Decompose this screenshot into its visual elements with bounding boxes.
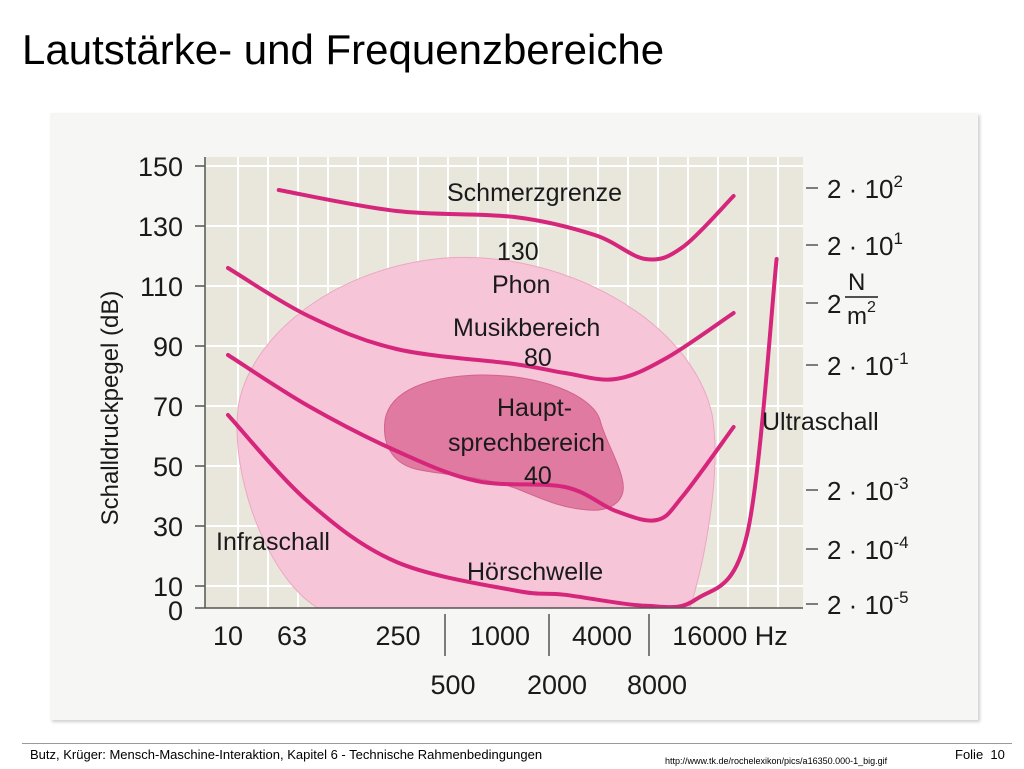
- annotation-infraschall: Infraschall: [216, 528, 330, 556]
- x-tick-label-top: 250: [375, 621, 420, 651]
- curve-3: [226, 353, 736, 523]
- x-tick-label-top: 16000 Hz: [672, 621, 788, 651]
- annotation-schmerzgrenze: Schmerzgrenze: [447, 179, 622, 207]
- x-tick-label-bottom: 2000: [527, 670, 587, 700]
- annotation-ultraschall: Ultraschall: [762, 408, 879, 436]
- annotation-hoerschwelle: Hörschwelle: [467, 558, 603, 586]
- x-axis-ticks-top: 10 63 250 1000 4000 16000 Hz: [213, 621, 788, 651]
- y-tick-label: 130: [138, 212, 183, 242]
- y-tick-label: 50: [153, 452, 183, 482]
- y-axis-label: Schalldruckpegel (dB): [97, 291, 124, 526]
- y-tick-label: 30: [153, 512, 183, 542]
- x-axis-ticks-bottom: 500 2000 8000: [430, 614, 687, 700]
- right-tick-label: 2 · 10-1: [827, 349, 909, 381]
- x-tick-label-bottom: 500: [430, 670, 475, 700]
- x-tick-label-top: 4000: [572, 621, 632, 651]
- right-tick-exponent: 1: [894, 229, 903, 248]
- x-tick-label-top: 1000: [470, 621, 530, 651]
- curve-1: [276, 188, 736, 262]
- annotation-130: 130: [497, 238, 539, 266]
- y-tick-label: 110: [140, 272, 183, 302]
- y-tick-label: 150: [138, 152, 183, 182]
- y-tick-label: 70: [153, 392, 183, 422]
- right-tick-exponent: -3: [894, 474, 909, 493]
- right-tick-label: 2 · 10-4: [827, 533, 909, 565]
- right-tick-exponent: -4: [894, 533, 909, 552]
- speech-area: [383, 374, 624, 511]
- y-tick-label: 90: [153, 332, 183, 362]
- slide-label: Folie: [955, 747, 984, 762]
- annotation-musikbereich: Musikbereich: [453, 314, 600, 342]
- right-tick-exponent: -1: [894, 349, 909, 368]
- annotation-phon: Phon: [492, 271, 550, 299]
- right-tick-label: 2: [827, 289, 841, 319]
- annotations: Schmerzgrenze 130 Phon Musikbereich 80 H…: [216, 179, 879, 586]
- right-tick-label: 2 · 101: [827, 229, 903, 261]
- x-tick-label-bottom: 8000: [627, 670, 687, 700]
- right-tick-label: 2 · 10-3: [827, 474, 909, 506]
- curve-4: [226, 257, 779, 608]
- annotation-sprechbereich: sprechbereich: [448, 429, 605, 457]
- footer-divider: [22, 743, 1012, 744]
- y-tick-label: 10: [153, 572, 183, 602]
- x-tick-label-top: 10: [213, 621, 243, 651]
- right-tick-label: 2 · 10-5: [827, 588, 909, 620]
- footer-credit: Butz, Krüger: Mensch-Maschine-Interaktio…: [30, 747, 543, 762]
- footer-source-url[interactable]: http://www.tk.de/rochelexikon/pics/a1635…: [665, 756, 888, 766]
- slide-number-value: 10: [990, 747, 1005, 762]
- y-tick-label: 0: [168, 596, 183, 626]
- annotation-40: 40: [524, 462, 552, 490]
- annotation-haupt: Haupt-: [497, 394, 572, 422]
- annotation-80: 80: [524, 344, 552, 372]
- right-tick-exponent: 2: [894, 172, 903, 191]
- curve-2: [226, 266, 736, 382]
- unit-numerator: N: [848, 269, 865, 296]
- unit-power: 2: [867, 299, 876, 316]
- curves: [226, 188, 779, 608]
- right-tick-label: 2 · 102: [827, 172, 903, 204]
- x-tick-label-top: 63: [277, 621, 307, 651]
- unit-denominator: m2: [847, 299, 876, 330]
- slide-number: Folie 10: [955, 747, 1005, 763]
- right-tick-exponent: -5: [894, 588, 909, 607]
- page-title: Lautstärke- und Frequenzbereiche: [22, 26, 665, 73]
- y-axis-ticks: 150 130 110 90 70 50 30 100: [138, 152, 205, 626]
